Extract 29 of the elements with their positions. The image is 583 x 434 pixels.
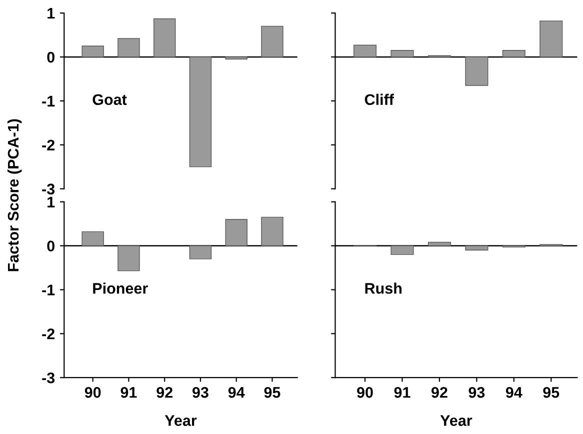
y-tick-label: 1 — [48, 196, 55, 208]
x-tick-label: 95 — [264, 387, 280, 398]
text: Goat — [92, 94, 127, 106]
x-tick-label: 91 — [120, 387, 137, 398]
x-tick-label: 90 — [357, 387, 373, 398]
x-tick-label: 92 — [431, 387, 448, 398]
x-axis-title: Year — [440, 415, 472, 426]
y-tick-label: -3 — [42, 372, 55, 384]
x-tick-label: 91 — [394, 387, 410, 398]
text: Cliff — [364, 94, 394, 106]
x-tick-label: 93 — [468, 387, 485, 398]
x-axis-title: Year — [164, 415, 197, 426]
y-tick-label: -1 — [42, 284, 55, 296]
x-tick-label: 94 — [506, 387, 522, 398]
y-tick-label: 0 — [47, 240, 54, 252]
y-tick-label: -2 — [42, 140, 54, 150]
y-tick-label: -3 — [42, 184, 55, 194]
y-tick-label: -2 — [42, 328, 54, 340]
x-tick-label: 94 — [228, 387, 245, 398]
x-tick-label: 95 — [543, 387, 560, 398]
x-tick-label: 92 — [156, 387, 172, 398]
y-tick-label: -1 — [42, 96, 55, 106]
x-tick-label: 90 — [84, 387, 101, 398]
text: Pioneer — [93, 282, 148, 294]
x-tick-label: 93 — [192, 387, 208, 398]
y-axis-title: Factor Score (PCA-1) — [7, 119, 22, 272]
text: Rush — [365, 282, 402, 294]
y-tick-label: 1 — [48, 8, 55, 19]
y-tick-label: 0 — [47, 52, 54, 63]
